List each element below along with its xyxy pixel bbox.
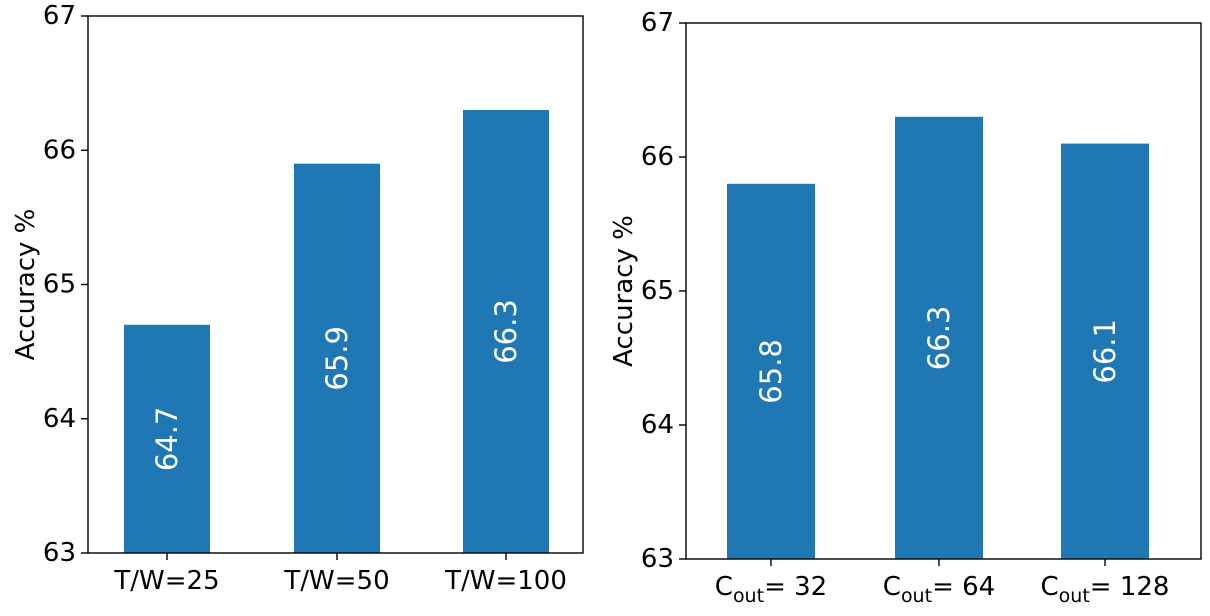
bar-value-label: 65.9 [320,326,354,391]
x-tick-label: T/W=25 [113,566,219,596]
y-tick-label: 64 [43,404,76,434]
bar-value-label: 64.7 [150,407,184,472]
bar-value-label: 66.1 [1088,319,1122,384]
bar [727,183,815,560]
bar [895,116,983,560]
bar-value-label: 66.3 [922,306,956,371]
bar [1061,143,1149,559]
bar [124,324,210,553]
x-tick-label: T/W=100 [444,566,567,596]
y-tick-label: 64 [641,410,674,440]
x-tick-label-main: C [883,572,901,602]
x-tick-label-subscript: out [901,585,932,607]
bar-value-label: 66.3 [489,299,523,364]
x-tick-label: T/W=50 [283,566,389,596]
y-tick-label: 63 [641,544,674,574]
y-tick-label: 67 [43,1,76,31]
x-tick-label-subscript: out [1059,585,1090,607]
x-tick-label: Cout= 128 [1041,572,1170,607]
x-tick-label-suffix: = 128 [1090,572,1170,602]
x-tick-label: Cout= 64 [883,572,995,607]
x-tick-label-main: C [1041,572,1059,602]
bar [294,163,380,554]
y-tick-label: 66 [641,142,674,172]
bar-value-label: 65.8 [754,339,788,404]
y-tick-label: 65 [641,276,674,306]
chart-1: 64.7 65.9 66.3 63 64 65 66 67 T/W=25 T/W=50 T/W=10… [11,1,584,596]
x-tick-label-suffix: = 64 [932,572,995,602]
y-axis-label: Accuracy % [11,209,41,361]
y-axis-label: Accuracy % [609,215,639,367]
y-tick-label: 67 [641,8,674,38]
x-tick-label-main: C [715,572,733,602]
y-tick-label: 65 [43,270,76,300]
bar [463,109,549,553]
x-tick-label-subscript: out [733,585,764,607]
y-tick-label: 66 [43,135,76,165]
y-tick-label: 63 [43,538,76,568]
x-tick-label-suffix: = 32 [764,572,827,602]
x-tick-label: Cout= 32 [715,572,827,607]
